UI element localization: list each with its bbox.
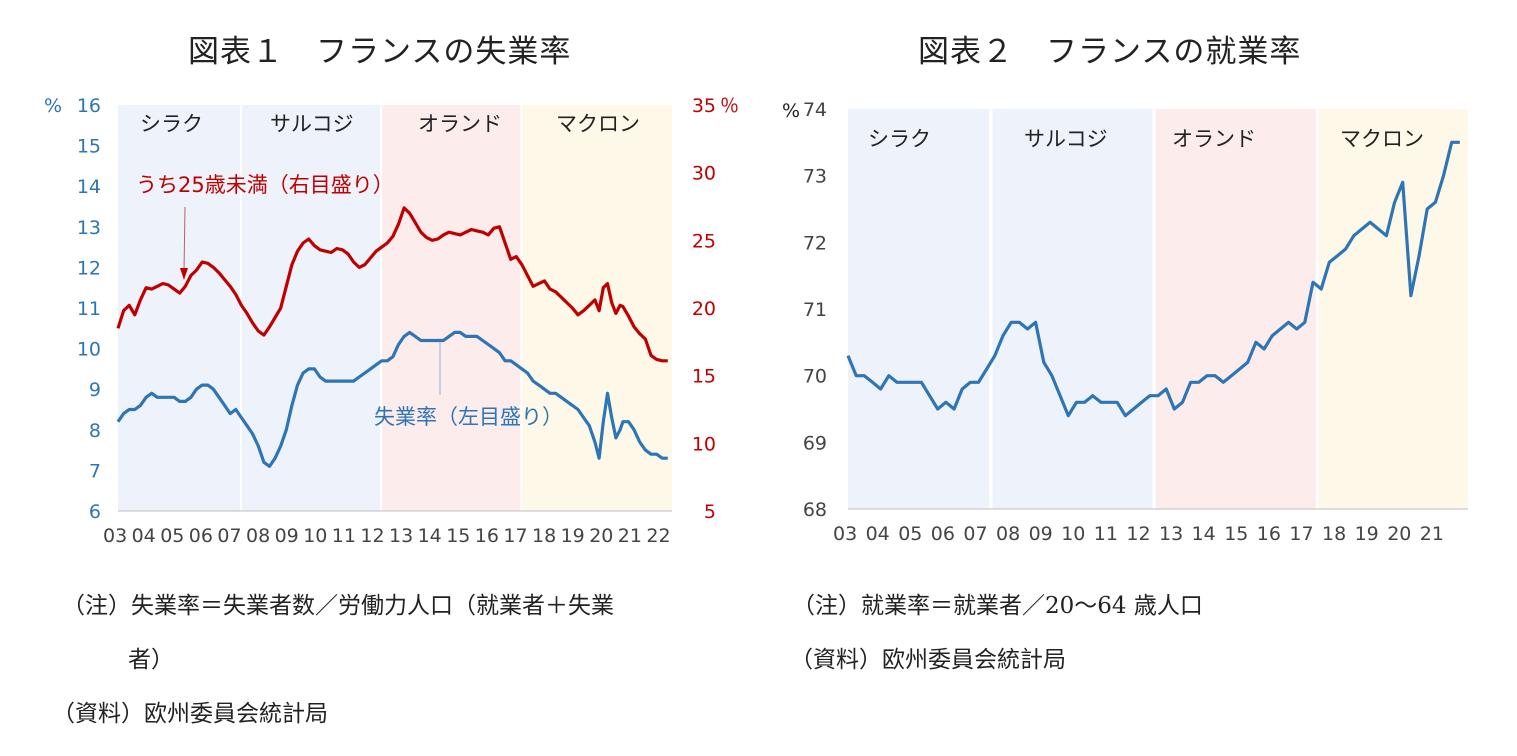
- chart1-right-tick: 5: [704, 501, 716, 523]
- chart1-x-tick: 16: [475, 525, 499, 547]
- chart1-era-label: シラク: [140, 112, 203, 136]
- chart2-x-tick: 14: [1192, 523, 1216, 545]
- chart1-x-tick: 13: [389, 525, 413, 547]
- chart1-x-tick: 10: [303, 525, 327, 547]
- chart1-left-tick: 6: [89, 501, 101, 523]
- chart1-x-tick: 14: [418, 525, 442, 547]
- note-right-line1: （注）就業率＝就業者／20～64 歳人口: [792, 593, 1203, 619]
- chart1-right-tick: 15: [692, 366, 716, 388]
- chart1-right-tick: 35: [692, 95, 716, 117]
- chart1-x-tick: 12: [360, 525, 384, 547]
- chart1-era-band-2: [381, 105, 522, 511]
- note-left-line2: 者）: [128, 647, 174, 673]
- chart2-era-label: マクロン: [1340, 127, 1424, 151]
- chart2-x-tick: 20: [1387, 523, 1411, 545]
- chart1-left-tick: 14: [77, 176, 101, 198]
- chart2-y-tick: 69: [803, 432, 827, 454]
- chart1-left-tick: 7: [89, 460, 101, 482]
- chart1-era-label: マクロン: [556, 112, 640, 136]
- chart2-x-tick: 03: [833, 523, 857, 545]
- chart1-series-youth-line: [116, 206, 668, 363]
- chart1-annotation-youth-arrowhead: [180, 268, 188, 280]
- chart1-x-tick: 09: [275, 525, 299, 547]
- chart1-left-tick: 15: [77, 136, 101, 158]
- chart2-series-employment-line: [846, 140, 1460, 418]
- chart2-era-band-0: [848, 109, 991, 509]
- chart1-era-band-1: [240, 105, 382, 511]
- chart2-y-unit: %: [782, 100, 800, 122]
- chart2-title: 図表２ フランスの就業率: [918, 34, 1302, 70]
- chart2-x-tick: 10: [1061, 523, 1085, 545]
- chart2-y-tick: 68: [803, 499, 827, 521]
- source-left: （資料）欧州委員会統計局: [52, 701, 328, 727]
- chart1-x-tick: 07: [217, 525, 241, 547]
- note-left-line1: （注）失業率＝失業者数／労働力人口（就業者＋失業: [62, 593, 614, 619]
- chart1-right-unit: ％: [720, 95, 739, 117]
- chart2-x-tick: 06: [931, 523, 955, 545]
- chart1-left-tick: 8: [89, 420, 101, 442]
- chart1-x-tick: 22: [646, 525, 670, 547]
- chart1-x-tick: 04: [132, 525, 156, 547]
- chart1-x-tick: 19: [561, 525, 585, 547]
- chart2-y-tick: 72: [803, 232, 827, 254]
- chart2-y-tick: 74: [803, 99, 827, 121]
- chart1-annotation-rate: 失業率（左目盛り）: [374, 405, 563, 429]
- chart2-era-label: オランド: [1172, 127, 1256, 151]
- chart1-x-tick: 05: [160, 525, 184, 547]
- chart2-y-tick: 70: [803, 366, 827, 388]
- chart1-left-tick: 11: [77, 298, 101, 320]
- chart2-x-tick: 19: [1355, 523, 1379, 545]
- chart2-x-tick: 12: [1126, 523, 1150, 545]
- chart2-x-tick: 21: [1420, 523, 1444, 545]
- chart1-x-tick: 06: [189, 525, 213, 547]
- chart2-x-tick: 04: [866, 523, 890, 545]
- chart1-left-tick: 16: [77, 95, 101, 117]
- chart1-era-label: オランド: [418, 112, 502, 136]
- chart1-left-tick: 9: [89, 379, 101, 401]
- chart2-x-tick: 09: [1029, 523, 1053, 545]
- chart2-x-tick: 05: [898, 523, 922, 545]
- chart1-annotation-youth: うち25歳未満（右目盛り）: [136, 173, 394, 197]
- chart2-era-label: サルコジ: [1024, 127, 1108, 151]
- source-right: （資料）欧州委員会統計局: [790, 647, 1066, 673]
- chart2-y-tick: 71: [803, 299, 827, 321]
- chart1-x-tick: 08: [246, 525, 270, 547]
- chart1-right-tick: 10: [692, 433, 716, 455]
- chart1-left-tick: 13: [77, 217, 101, 239]
- chart2-era-band-2: [1154, 109, 1318, 509]
- chart1-left-unit: %: [44, 95, 62, 117]
- chart1-right-tick: 20: [692, 298, 716, 320]
- chart1-left-tick: 10: [77, 339, 101, 361]
- chart1-right-tick: 25: [692, 230, 716, 252]
- chart2-x-tick: 13: [1159, 523, 1183, 545]
- chart1-annotation-youth-pointer: [183, 206, 186, 273]
- chart2-x-tick: 18: [1322, 523, 1346, 545]
- chart1-era-label: サルコジ: [270, 112, 354, 136]
- chart2-y-tick: 73: [803, 166, 827, 188]
- chart2-era-band-1: [990, 109, 1155, 509]
- chart1-right-tick: 30: [692, 163, 716, 185]
- chart2-x-tick: 16: [1257, 523, 1281, 545]
- chart2-era-label: シラク: [868, 127, 931, 151]
- chart1-x-tick: 20: [589, 525, 613, 547]
- chart1-title: 図表１ フランスの失業率: [188, 34, 572, 70]
- chart1-left-tick: 12: [77, 257, 101, 279]
- chart1-x-tick: 03: [103, 525, 127, 547]
- chart2-x-tick: 07: [963, 523, 987, 545]
- chart1-x-tick: 18: [532, 525, 556, 547]
- chart1-x-tick: 21: [618, 525, 642, 547]
- chart2-x-tick: 11: [1094, 523, 1118, 545]
- chart1-x-tick: 17: [503, 525, 527, 547]
- chart2-x-tick: 15: [1224, 523, 1248, 545]
- chart2-x-tick: 17: [1289, 523, 1313, 545]
- chart1-x-tick: 15: [446, 525, 470, 547]
- chart1-series-unemployment-line: [116, 330, 668, 468]
- chart1-x-tick: 11: [332, 525, 356, 547]
- chart2-x-tick: 08: [996, 523, 1020, 545]
